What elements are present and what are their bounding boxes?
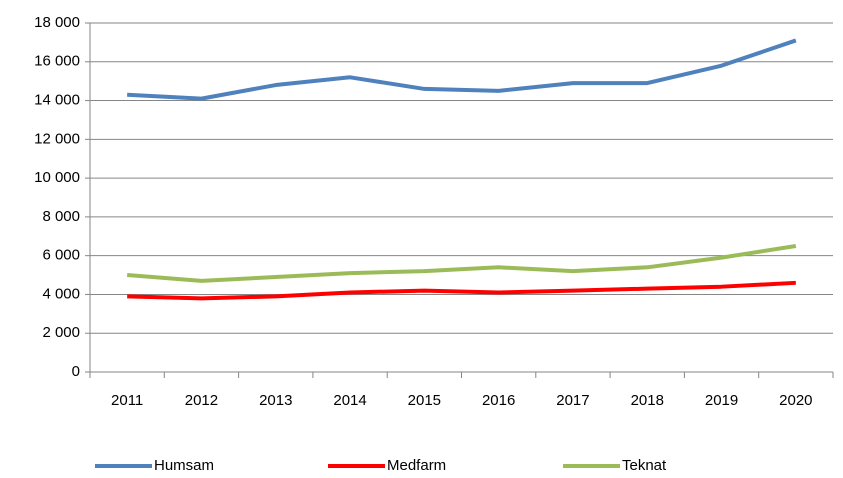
y-tick-label: 0 [72, 363, 80, 380]
legend-label: Medfarm [387, 457, 446, 474]
legend-label: Humsam [154, 457, 214, 474]
y-tick-label: 2 000 [42, 324, 80, 341]
y-tick-label: 18 000 [34, 14, 80, 31]
line-series [126, 243, 797, 283]
x-tick-label: 2017 [556, 392, 589, 409]
x-tick-label: 2012 [185, 392, 218, 409]
x-tick-label: 2019 [705, 392, 738, 409]
x-tick-label: 2020 [779, 392, 812, 409]
x-tick-label: 2014 [333, 392, 366, 409]
y-tick-label: 8 000 [42, 208, 80, 225]
x-tick-label: 2016 [482, 392, 515, 409]
y-tick-label: 14 000 [34, 92, 80, 109]
y-tick-label: 16 000 [34, 53, 80, 70]
x-tick-label: 2018 [631, 392, 664, 409]
x-tick-label: 2013 [259, 392, 292, 409]
legend-label: Teknat [622, 457, 667, 474]
y-tick-label: 6 000 [42, 247, 80, 264]
x-tick-label: 2011 [111, 392, 143, 409]
line-series [127, 38, 797, 101]
x-tick-label: 2015 [408, 392, 441, 409]
y-tick-label: 10 000 [34, 169, 80, 186]
line-series [127, 280, 796, 301]
y-tick-label: 4 000 [42, 285, 80, 302]
y-tick-label: 12 000 [34, 130, 80, 147]
